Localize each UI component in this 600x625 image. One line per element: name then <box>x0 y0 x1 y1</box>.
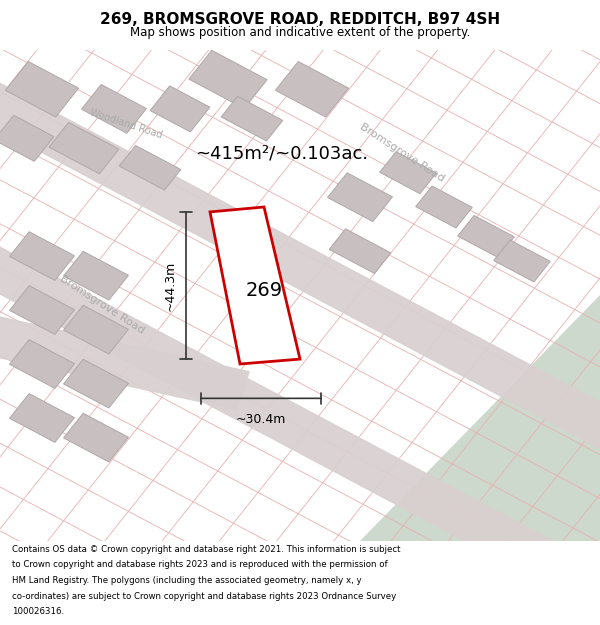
Text: 269, BROMSGROVE ROAD, REDDITCH, B97 4SH: 269, BROMSGROVE ROAD, REDDITCH, B97 4SH <box>100 12 500 28</box>
Polygon shape <box>210 207 300 364</box>
Text: Contains OS data © Crown copyright and database right 2021. This information is : Contains OS data © Crown copyright and d… <box>12 545 401 554</box>
Polygon shape <box>0 71 600 478</box>
Text: Map shows position and indicative extent of the property.: Map shows position and indicative extent… <box>130 26 470 39</box>
Polygon shape <box>10 286 74 334</box>
Polygon shape <box>329 229 391 274</box>
Text: Woodland Road: Woodland Road <box>88 107 164 140</box>
Polygon shape <box>10 394 74 442</box>
Polygon shape <box>275 61 349 117</box>
Polygon shape <box>82 84 146 133</box>
Polygon shape <box>0 293 249 409</box>
Polygon shape <box>494 240 550 282</box>
Text: co-ordinates) are subject to Crown copyright and database rights 2023 Ordnance S: co-ordinates) are subject to Crown copyr… <box>12 592 396 601</box>
Polygon shape <box>189 51 267 109</box>
Polygon shape <box>119 146 181 190</box>
Text: ~30.4m: ~30.4m <box>236 413 286 426</box>
Polygon shape <box>328 173 392 221</box>
Polygon shape <box>10 232 74 281</box>
Polygon shape <box>64 413 128 462</box>
Text: to Crown copyright and database rights 2023 and is reproduced with the permissio: to Crown copyright and database rights 2… <box>12 561 388 569</box>
Polygon shape <box>221 96 283 141</box>
Polygon shape <box>0 115 54 161</box>
Polygon shape <box>10 339 74 388</box>
Polygon shape <box>5 61 79 117</box>
Text: ~415m²/~0.103ac.: ~415m²/~0.103ac. <box>196 144 368 162</box>
Polygon shape <box>64 359 128 408</box>
Text: ~44.3m: ~44.3m <box>164 261 177 311</box>
Text: Bromsgrove Road: Bromsgrove Road <box>58 274 146 336</box>
Polygon shape <box>150 86 210 132</box>
Text: Bromsgrove Road: Bromsgrove Road <box>358 122 446 184</box>
Polygon shape <box>49 122 119 174</box>
Text: HM Land Registry. The polygons (including the associated geometry, namely x, y: HM Land Registry. The polygons (includin… <box>12 576 362 585</box>
Polygon shape <box>416 186 472 228</box>
Polygon shape <box>64 251 128 300</box>
Polygon shape <box>360 295 600 541</box>
Polygon shape <box>458 216 514 258</box>
Polygon shape <box>64 305 128 354</box>
Text: 269: 269 <box>245 281 283 300</box>
Polygon shape <box>0 186 590 594</box>
Polygon shape <box>380 152 436 194</box>
Text: 100026316.: 100026316. <box>12 608 64 616</box>
